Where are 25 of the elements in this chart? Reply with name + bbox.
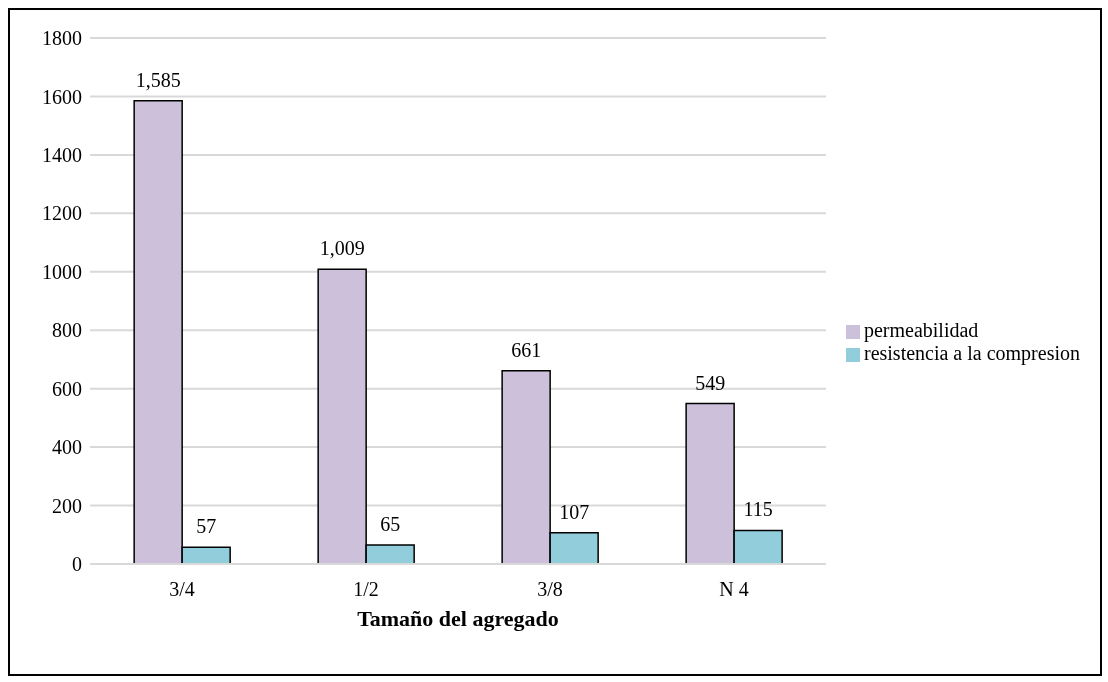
legend-label: resistencia a la compresion [863,342,1080,364]
data-label: 65 [380,513,401,536]
data-label: 57 [196,515,217,538]
y-tick-label: 1000 [42,260,82,283]
x-tick-label: 3/4 [169,578,195,601]
data-label: 115 [743,498,773,521]
y-tick-label: 1800 [42,27,82,50]
y-tick-label: 400 [52,436,82,459]
data-label: 549 [695,371,726,394]
y-tick-label: 1400 [42,143,82,166]
y-tick-label: 600 [52,377,82,400]
y-tick-label: 800 [52,319,82,342]
y-tick-label: 200 [52,494,82,517]
x-axis-title: Tamaño del agregado [357,606,559,631]
y-tick-label: 1200 [42,202,82,225]
x-tick-label: N 4 [719,578,749,601]
x-tick-label: 3/8 [537,578,563,601]
x-tick-label: 1/2 [353,578,379,601]
y-tick-label: 0 [72,553,82,576]
y-tick-label: 1600 [42,85,82,108]
legend-label: permeabilidad [863,319,979,341]
data-label: 107 [559,500,590,523]
data-label: 1,585 [135,68,181,91]
data-label: 1,009 [319,237,365,260]
data-label: 661 [511,338,542,361]
